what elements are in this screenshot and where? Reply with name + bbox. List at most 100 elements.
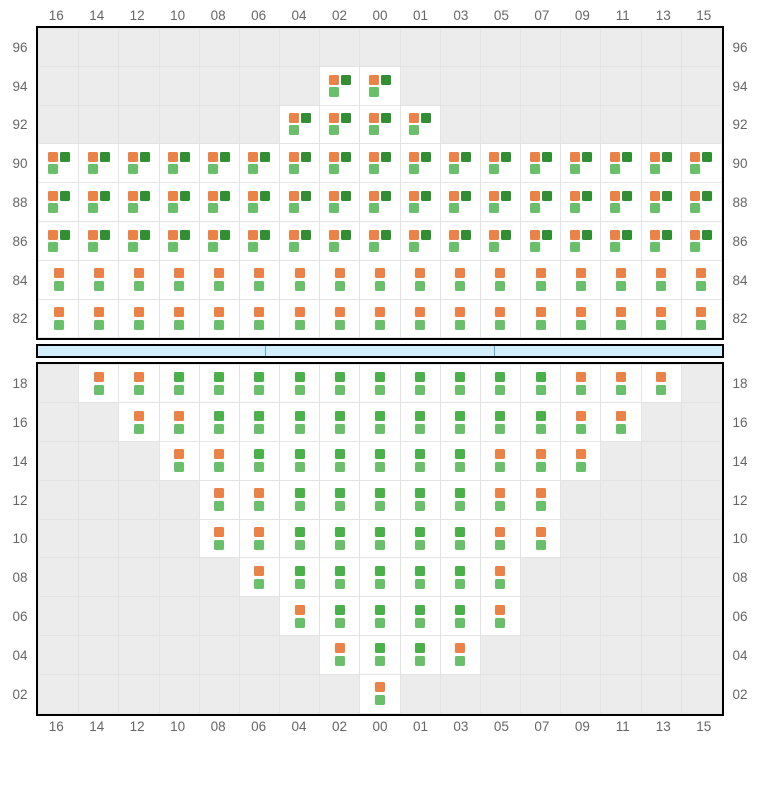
grid-cell[interactable] — [360, 144, 400, 183]
grid-cell[interactable] — [360, 261, 400, 300]
grid-cell[interactable] — [441, 481, 481, 520]
grid-cell[interactable] — [561, 144, 601, 183]
grid-cell[interactable] — [601, 183, 641, 222]
grid-cell[interactable] — [481, 558, 521, 597]
grid-cell[interactable] — [642, 183, 682, 222]
grid-cell[interactable] — [119, 300, 159, 339]
grid-cell[interactable] — [79, 261, 119, 300]
grid-cell[interactable] — [280, 442, 320, 481]
grid-cell[interactable] — [240, 403, 280, 442]
grid-cell[interactable] — [360, 558, 400, 597]
grid-cell[interactable] — [642, 222, 682, 261]
grid-cell[interactable] — [320, 106, 360, 145]
grid-cell[interactable] — [401, 442, 441, 481]
grid-cell[interactable] — [481, 222, 521, 261]
grid-cell[interactable] — [200, 261, 240, 300]
grid-cell[interactable] — [521, 481, 561, 520]
grid-cell[interactable] — [160, 222, 200, 261]
grid-cell[interactable] — [360, 481, 400, 520]
grid-cell[interactable] — [401, 106, 441, 145]
grid-cell[interactable] — [401, 261, 441, 300]
grid-cell[interactable] — [240, 300, 280, 339]
grid-cell[interactable] — [481, 520, 521, 559]
grid-cell[interactable] — [119, 403, 159, 442]
grid-cell[interactable] — [280, 403, 320, 442]
grid-cell[interactable] — [441, 183, 481, 222]
grid-cell[interactable] — [360, 442, 400, 481]
grid-cell[interactable] — [360, 183, 400, 222]
grid-cell[interactable] — [119, 261, 159, 300]
grid-cell[interactable] — [240, 183, 280, 222]
grid-cell[interactable] — [441, 442, 481, 481]
grid-cell[interactable] — [200, 222, 240, 261]
grid-cell[interactable] — [320, 520, 360, 559]
grid-cell[interactable] — [360, 67, 400, 106]
grid-cell[interactable] — [401, 520, 441, 559]
grid-cell[interactable] — [160, 183, 200, 222]
grid-cell[interactable] — [160, 144, 200, 183]
grid-cell[interactable] — [200, 183, 240, 222]
grid-cell[interactable] — [160, 261, 200, 300]
grid-cell[interactable] — [642, 144, 682, 183]
grid-cell[interactable] — [79, 183, 119, 222]
grid-cell[interactable] — [200, 481, 240, 520]
grid-cell[interactable] — [401, 403, 441, 442]
grid-cell[interactable] — [240, 222, 280, 261]
grid-cell[interactable] — [160, 300, 200, 339]
grid-cell[interactable] — [320, 364, 360, 403]
grid-cell[interactable] — [521, 520, 561, 559]
grid-cell[interactable] — [360, 636, 400, 675]
grid-cell[interactable] — [240, 261, 280, 300]
grid-cell[interactable] — [119, 222, 159, 261]
grid-cell[interactable] — [360, 300, 400, 339]
grid-cell[interactable] — [521, 364, 561, 403]
grid-cell[interactable] — [38, 183, 79, 222]
grid-cell[interactable] — [119, 364, 159, 403]
grid-cell[interactable] — [38, 144, 79, 183]
grid-cell[interactable] — [561, 442, 601, 481]
grid-cell[interactable] — [360, 597, 400, 636]
grid-cell[interactable] — [401, 481, 441, 520]
grid-cell[interactable] — [401, 144, 441, 183]
grid-cell[interactable] — [441, 636, 481, 675]
grid-cell[interactable] — [561, 222, 601, 261]
grid-cell[interactable] — [38, 300, 79, 339]
grid-cell[interactable] — [280, 520, 320, 559]
grid-cell[interactable] — [200, 144, 240, 183]
grid-cell[interactable] — [521, 300, 561, 339]
grid-cell[interactable] — [521, 442, 561, 481]
grid-cell[interactable] — [682, 183, 722, 222]
grid-cell[interactable] — [601, 403, 641, 442]
grid-cell[interactable] — [119, 144, 159, 183]
grid-cell[interactable] — [642, 300, 682, 339]
grid-cell[interactable] — [320, 67, 360, 106]
grid-cell[interactable] — [401, 558, 441, 597]
grid-cell[interactable] — [360, 106, 400, 145]
grid-cell[interactable] — [521, 222, 561, 261]
grid-cell[interactable] — [160, 364, 200, 403]
grid-cell[interactable] — [521, 144, 561, 183]
grid-cell[interactable] — [561, 183, 601, 222]
grid-cell[interactable] — [320, 636, 360, 675]
grid-cell[interactable] — [79, 222, 119, 261]
grid-cell[interactable] — [401, 183, 441, 222]
grid-cell[interactable] — [481, 144, 521, 183]
grid-cell[interactable] — [240, 144, 280, 183]
grid-cell[interactable] — [401, 597, 441, 636]
grid-cell[interactable] — [401, 300, 441, 339]
grid-cell[interactable] — [280, 300, 320, 339]
grid-cell[interactable] — [481, 300, 521, 339]
grid-cell[interactable] — [280, 481, 320, 520]
grid-cell[interactable] — [441, 144, 481, 183]
grid-cell[interactable] — [441, 403, 481, 442]
grid-cell[interactable] — [561, 403, 601, 442]
grid-cell[interactable] — [682, 144, 722, 183]
grid-cell[interactable] — [200, 403, 240, 442]
grid-cell[interactable] — [200, 520, 240, 559]
grid-cell[interactable] — [240, 364, 280, 403]
grid-cell[interactable] — [320, 300, 360, 339]
grid-cell[interactable] — [280, 558, 320, 597]
grid-cell[interactable] — [401, 364, 441, 403]
grid-cell[interactable] — [481, 261, 521, 300]
grid-cell[interactable] — [601, 300, 641, 339]
